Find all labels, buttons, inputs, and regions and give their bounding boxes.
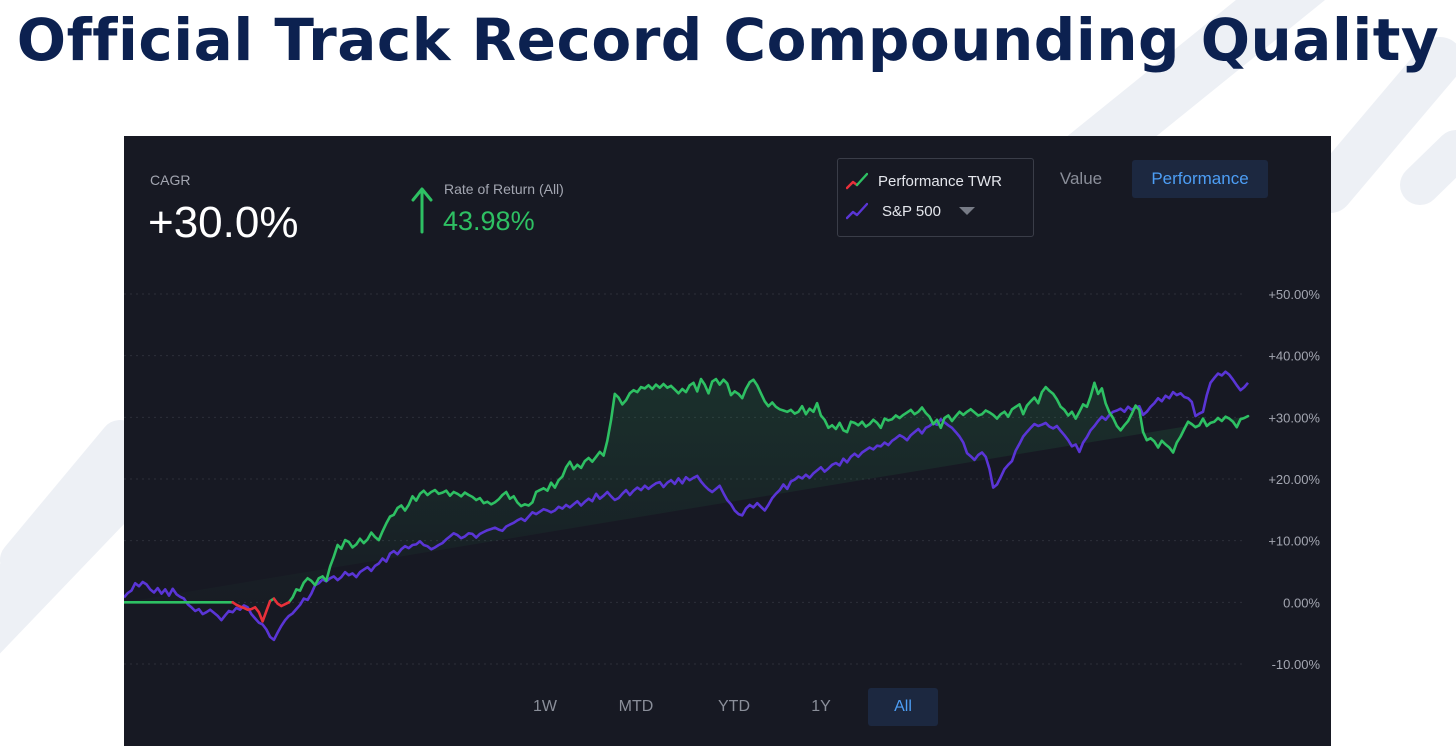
range-1y-button[interactable]: 1Y [811,698,831,715]
page-title: Official Track Record Compounding Qualit… [16,6,1440,74]
range-mtd-button[interactable]: MTD [618,698,654,715]
arrow-up-icon [411,187,433,234]
y-tick-label: 0.00% [1283,595,1320,610]
series-line-performance-twr-negative [231,597,291,623]
legend-item-performance-twr[interactable]: Performance TWR [846,171,1002,191]
rate-of-return-value: 43.98% [443,206,535,236]
chart-legend: Performance TWR S&P 500 [837,158,1034,237]
y-tick-label: +40.00% [1268,349,1320,364]
performance-area [124,379,1248,622]
y-tick-label: +20.00% [1268,472,1320,487]
range-selector: 1W MTD YTD 1Y All [124,688,1331,728]
y-tick-label: +10.00% [1268,534,1320,549]
rate-of-return-label: Rate of Return (All) [444,181,564,197]
legend-item-sp500[interactable]: S&P 500 [846,201,975,221]
range-1w-button[interactable]: 1W [533,698,557,715]
series-line-sp500 [124,370,1249,642]
performance-chart: +50.00% +40.00% +30.00% +20.00% +10.00% 0.00%… [124,287,1321,672]
legend-label: S&P 500 [882,202,941,220]
y-tick-label: +50.00% [1268,287,1320,302]
line-chart-icon [846,172,868,190]
range-all-button[interactable]: All [868,688,938,726]
series-line-performance-twr [124,377,1250,604]
view-performance-button[interactable]: Performance [1132,160,1268,198]
view-value-button[interactable]: Value [1059,169,1103,188]
legend-label: Performance TWR [878,172,1002,190]
cagr-value: +30.0% [148,198,299,247]
portfolio-panel: CAGR +30.0% Rate of Return (All) 43.98% … [124,136,1331,746]
cagr-label: CAGR [150,172,191,188]
y-tick-label: -10.00% [1272,657,1321,672]
y-tick-label: +30.00% [1268,410,1320,425]
caret-down-icon[interactable] [958,207,975,215]
line-chart-icon [846,202,868,220]
range-ytd-button[interactable]: YTD [718,698,750,715]
